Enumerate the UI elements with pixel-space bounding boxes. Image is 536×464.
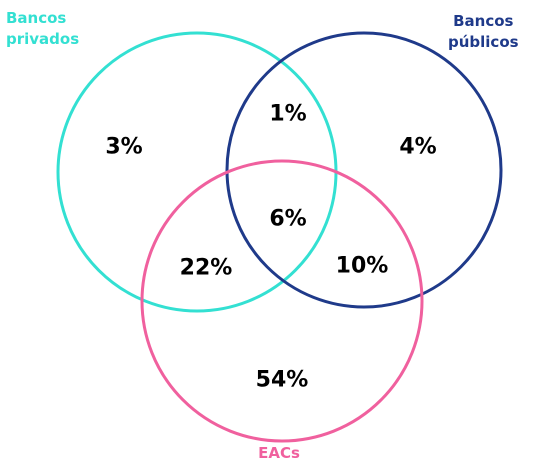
region-eacs-only: 54% — [255, 367, 309, 393]
region-privados-only: 3% — [105, 134, 143, 160]
label-bancos-publicos-line-2: públicos — [448, 33, 519, 51]
region-privados-publicos: 1% — [269, 101, 307, 127]
label-bancos-publicos-line-1: Bancos — [453, 12, 514, 30]
region-privados-eacs: 22% — [179, 255, 233, 281]
label-eacs: EACs — [249, 443, 309, 464]
label-bancos-publicos: Bancos públicos — [448, 11, 519, 53]
region-publicos-only: 4% — [399, 134, 437, 160]
label-bancos-privados-line-2: privados — [6, 30, 80, 48]
region-publicos-eacs: 10% — [335, 253, 389, 279]
circle-eacs — [140, 159, 424, 443]
region-all-three: 6% — [269, 206, 307, 232]
label-bancos-privados: Bancos privados — [6, 8, 79, 50]
label-eacs-line-1: EACs — [258, 444, 300, 462]
label-bancos-privados-line-1: Bancos — [6, 9, 67, 27]
circle-bancos-publicos — [225, 31, 503, 309]
